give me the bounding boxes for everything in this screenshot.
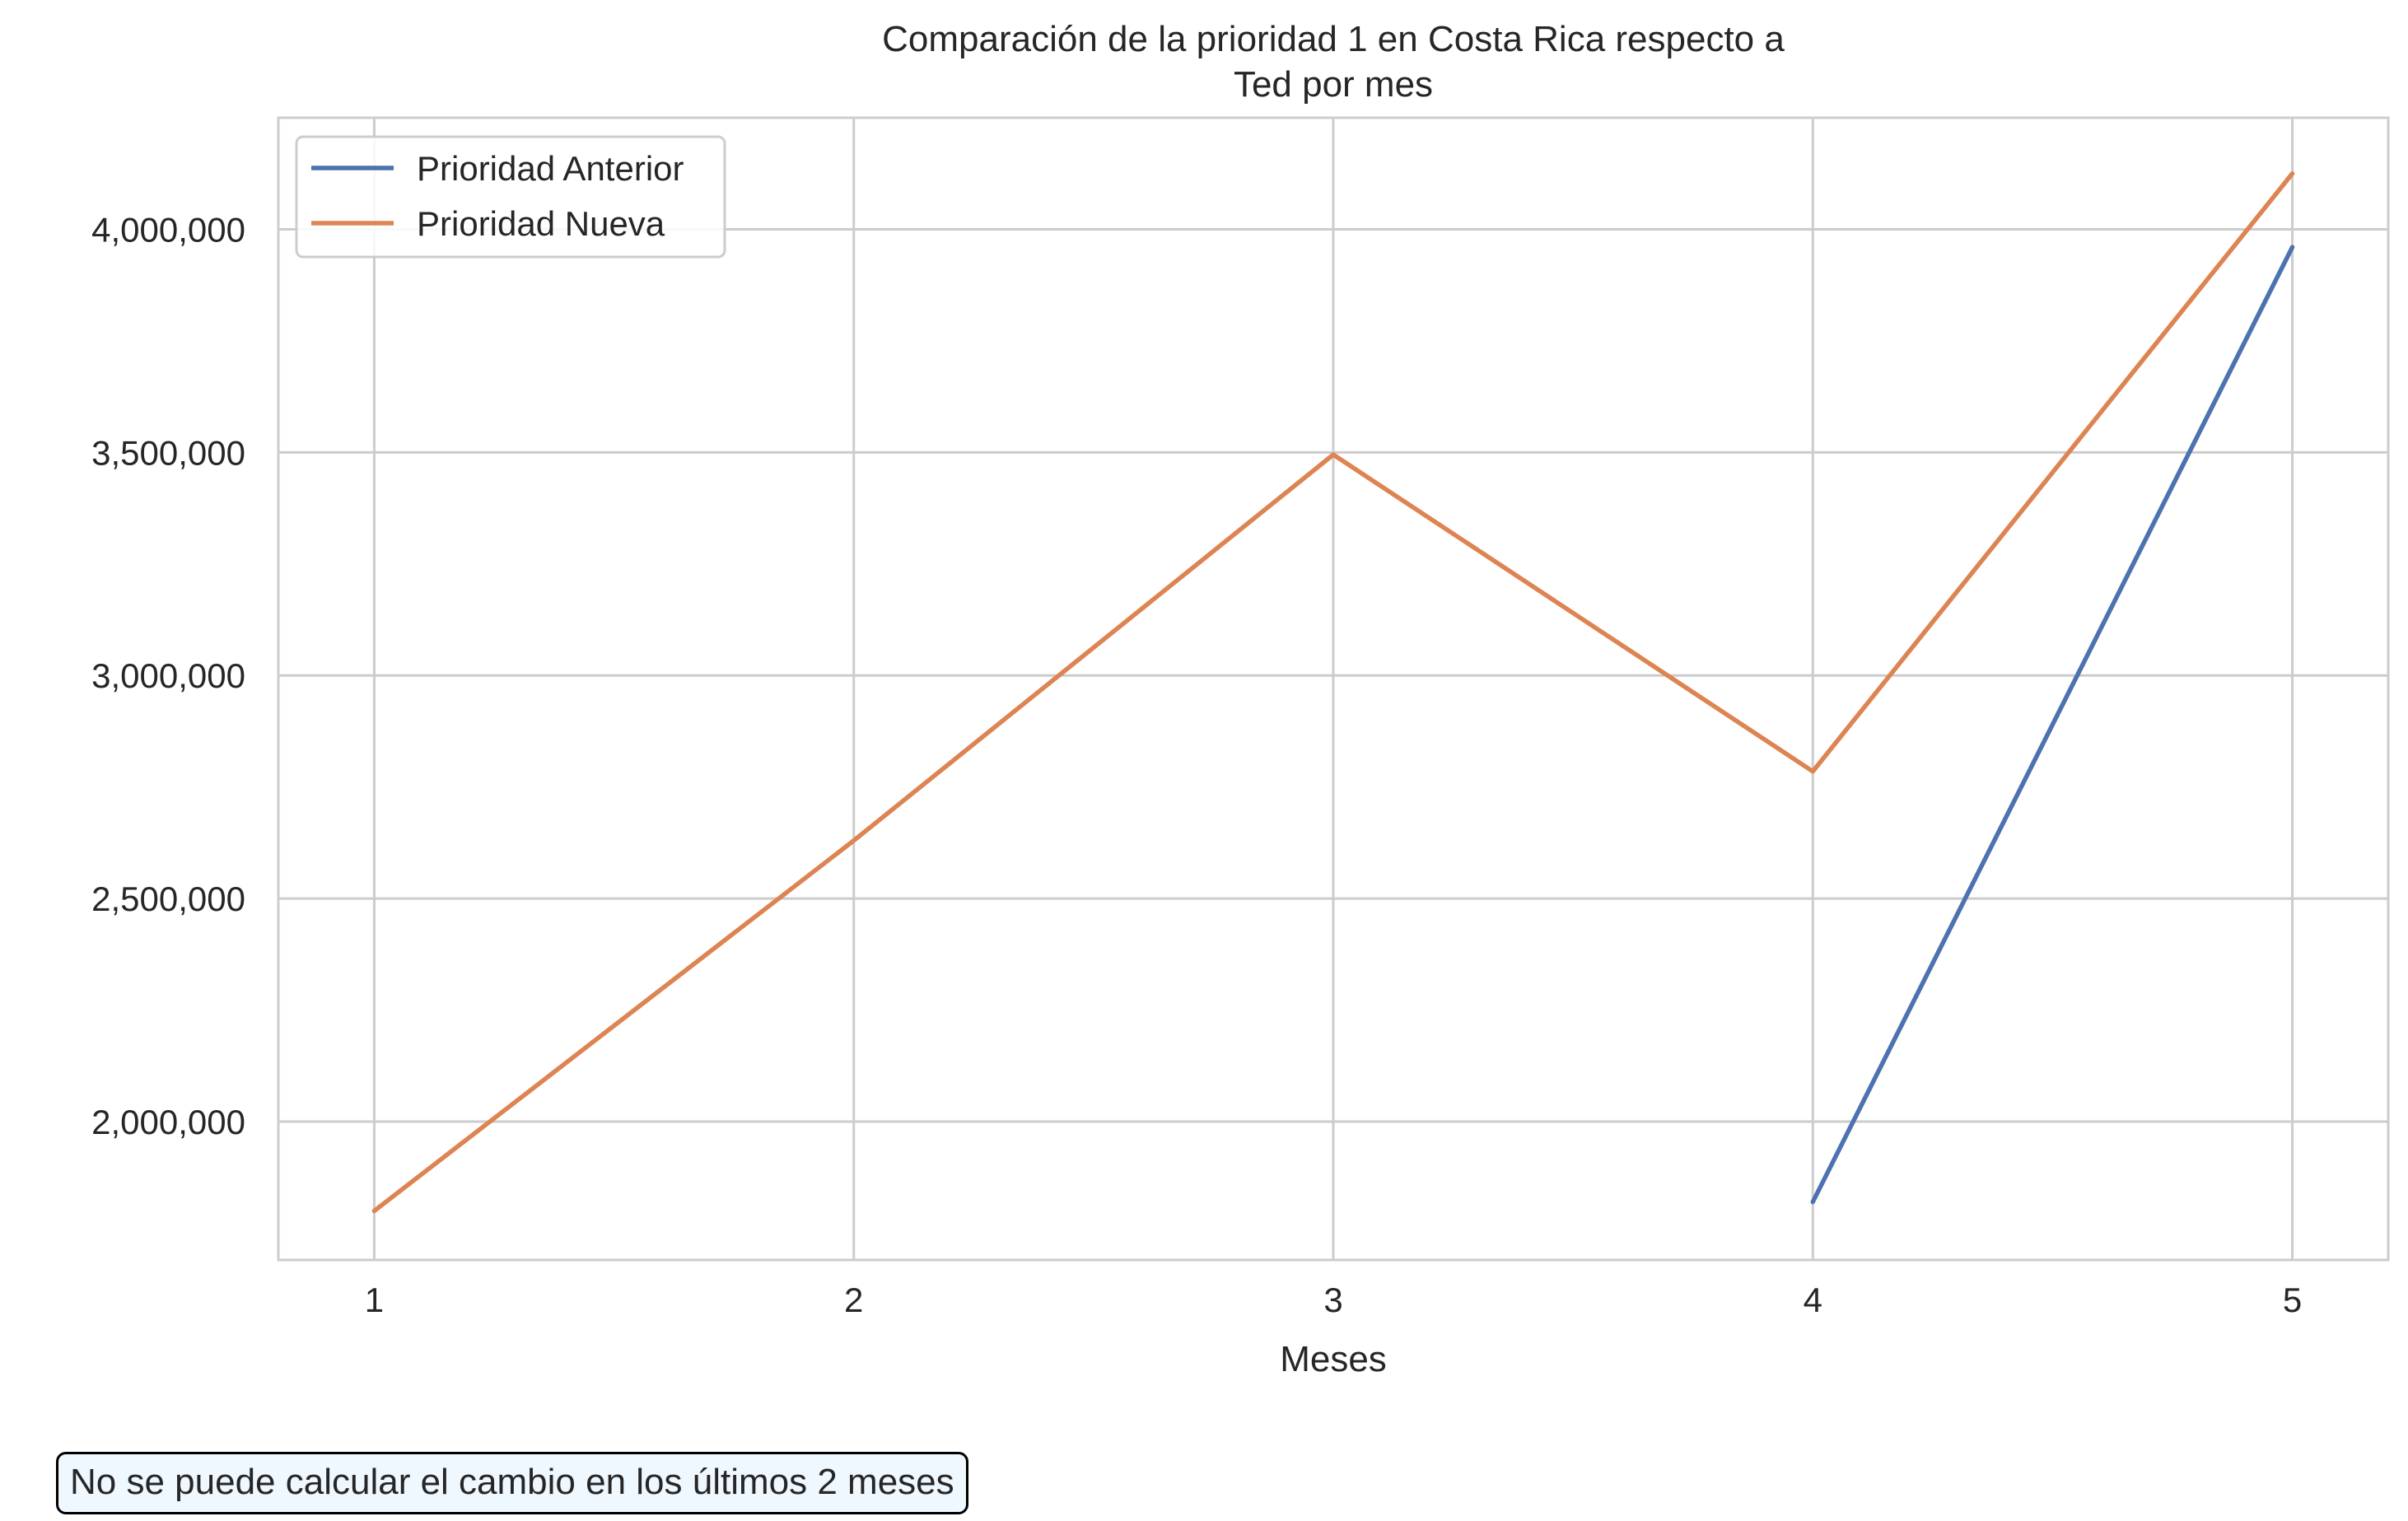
y-tick-label: 3,000,000 (91, 656, 245, 695)
titles: Comparación de la prioridad 1 en Costa R… (882, 19, 1785, 1379)
x-axis-label: Meses (1280, 1339, 1387, 1379)
note-box: No se puede calcular el cambio en los úl… (56, 1452, 968, 1514)
plot-frame (277, 116, 2390, 1262)
tick-labels: 1 2 3 4 5 2,000,000 2,500,000 3,000,000 3,500,00… (91, 210, 2302, 1319)
series-layer (371, 170, 2295, 1214)
x-tick-label: 4 (1804, 1281, 1822, 1319)
series-line (1810, 245, 2295, 1205)
note-text: No se puede calcular el cambio en los úl… (70, 1462, 954, 1502)
x-tick-label: 3 (1323, 1281, 1342, 1319)
legend-box (295, 135, 726, 259)
x-tick-label: 1 (365, 1281, 384, 1319)
legend-label: Prioridad Nueva (417, 204, 665, 243)
y-tick-label: 4,000,000 (91, 210, 245, 249)
x-tick-label: 2 (844, 1281, 863, 1319)
x-tick-label: 5 (2283, 1281, 2302, 1319)
chart-title-line: Comparación de la prioridad 1 en Costa R… (882, 19, 1785, 59)
y-tick-label: 2,000,000 (91, 1103, 245, 1141)
legend: Prioridad Anterior Prioridad Nueva (295, 135, 726, 259)
y-tick-label: 3,500,000 (91, 433, 245, 472)
legend-label: Prioridad Anterior (417, 149, 684, 188)
y-tick-label: 2,500,000 (91, 879, 245, 918)
chart-title-line: Ted por mes (1234, 64, 1433, 105)
series-line (371, 170, 2295, 1214)
